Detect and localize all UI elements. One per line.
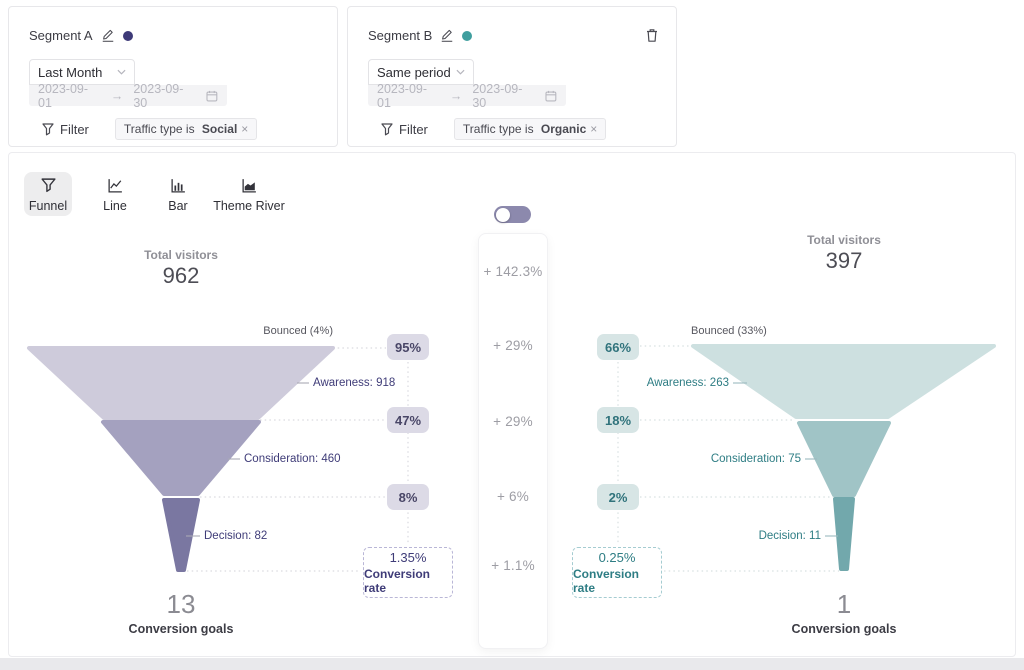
- segment-a-period-value: Last Month: [38, 64, 103, 80]
- tab-funnel[interactable]: Funnel: [24, 172, 72, 216]
- delete-trash-icon[interactable]: [644, 27, 660, 44]
- filter-label: Filter: [399, 121, 428, 137]
- segment-b-date-range[interactable]: 2023-09-01 → 2023-09-30: [368, 82, 566, 110]
- funnel-b-bounced-label: Bounced (33%): [691, 325, 767, 337]
- funnel-a-decision-badge: 8%: [387, 484, 429, 510]
- tab-theme-river[interactable]: Theme River: [207, 177, 291, 215]
- segment-b-color-dot: [462, 30, 473, 41]
- tab-theme-river-label: Theme River: [213, 199, 285, 213]
- funnel-b-total-value: 397: [825, 248, 863, 273]
- page-background-strip: [0, 658, 1024, 670]
- funnel-a-total-value: 962: [162, 263, 200, 288]
- funnel-a-bounced-label: Bounced (4%): [263, 325, 333, 337]
- funnel-b-awareness-badge: 66%: [597, 334, 639, 360]
- chip-remove-icon[interactable]: ×: [590, 122, 598, 136]
- tab-bar[interactable]: Bar: [159, 177, 197, 215]
- segment-a-date-range[interactable]: 2023-09-01 → 2023-09-30: [29, 82, 227, 110]
- filter-funnel-icon: [381, 122, 393, 135]
- funnel-b-conversion-label: Conversion rate: [573, 567, 640, 595]
- funnel-a-conversion-value: 1.35%: [389, 550, 427, 565]
- funnel-b-goals-value: 1: [836, 589, 852, 619]
- filter-label: Filter: [60, 121, 89, 137]
- segment-b-header: Segment B: [368, 28, 473, 43]
- delta-decision: + 6%: [497, 489, 529, 504]
- segment-b-period-value: Same period: [377, 64, 451, 80]
- funnel-b-consideration-badge: 18%: [597, 407, 639, 433]
- date-arrow: →: [110, 88, 124, 103]
- chip-field: Traffic type is: [123, 122, 198, 136]
- funnel-b-awareness-label: Awareness: 263: [646, 377, 729, 389]
- calendar-icon: [206, 90, 218, 101]
- bar-chart-icon: [170, 179, 185, 193]
- tab-bar-label: Bar: [168, 199, 188, 213]
- chip-value: Organic: [540, 122, 587, 136]
- funnel-a-awareness-shape: [27, 346, 335, 420]
- funnel-b-conversion-box: 0.25% Conversion rate: [572, 547, 662, 598]
- funnel-chart-icon: [40, 178, 56, 193]
- funnel-b-consideration-shape: [797, 421, 891, 497]
- segment-a-color-dot: [122, 30, 133, 41]
- date-end: 2023-09-30: [472, 81, 523, 110]
- funnel-b-awareness-shape: [691, 344, 996, 419]
- delta-consideration: + 29%: [493, 414, 533, 429]
- theme-river-chart-icon: [241, 179, 256, 193]
- date-start: 2023-09-01: [38, 81, 89, 110]
- edit-pencil-icon[interactable]: [440, 28, 454, 43]
- segment-a-filter-row: Filter Traffic type is Social ×: [42, 118, 258, 140]
- comparison-toggle[interactable]: [494, 206, 531, 223]
- delta-awareness: + 29%: [493, 338, 533, 353]
- funnel-b-total-label: Total visitors: [807, 233, 881, 247]
- chip-remove-icon[interactable]: ×: [241, 122, 249, 136]
- calendar-icon: [545, 90, 557, 101]
- segment-b-title: Segment B: [368, 28, 433, 43]
- segment-a-period-select[interactable]: Last Month: [29, 59, 135, 85]
- date-start: 2023-09-01: [377, 81, 428, 110]
- funnel-b-conversion-value: 0.25%: [598, 550, 636, 565]
- tab-line-label: Line: [103, 199, 127, 213]
- tab-funnel-label: Funnel: [28, 199, 68, 213]
- funnel-a-consideration-label: Consideration: 460: [244, 453, 341, 465]
- date-end: 2023-09-30: [133, 81, 184, 110]
- funnel-b-decision-badge: 2%: [597, 484, 639, 510]
- funnel-a-awareness-label: Awareness: 918: [313, 377, 396, 389]
- funnel-a-goals-label: Conversion goals: [128, 622, 234, 636]
- chip-value: Social: [201, 122, 238, 136]
- segment-a-title: Segment A: [29, 28, 93, 43]
- funnel-b-decision-shape: [833, 497, 855, 571]
- chip-field: Traffic type is: [462, 122, 537, 136]
- funnel-b-consideration-label: Consideration: 75: [710, 453, 801, 465]
- funnel-a-decision-label: Decision: 82: [204, 530, 268, 542]
- segment-a-header: Segment A: [29, 28, 133, 43]
- segment-b-card: Segment B Same period 2023-09-01 → 2023-…: [347, 6, 677, 147]
- tab-line[interactable]: Line: [95, 177, 135, 215]
- funnel-a-decision-shape: [162, 498, 200, 572]
- funnel-a-consideration-shape: [101, 420, 261, 496]
- line-chart-icon: [107, 179, 122, 193]
- date-arrow: →: [449, 88, 463, 103]
- funnel-a-conversion-box: 1.35% Conversion rate: [363, 547, 453, 598]
- funnel-chart-canvas: [27, 344, 996, 572]
- chevron-down-icon: [117, 69, 126, 75]
- segment-a-filter-chip[interactable]: Traffic type is Social ×: [114, 118, 258, 140]
- funnel-b-goals-label: Conversion goals: [791, 622, 897, 636]
- chart-panel: Funnel Line Bar Theme River: [8, 152, 1016, 657]
- chevron-down-icon: [456, 69, 465, 75]
- segment-a-card: Segment A Last Month 2023-09-01 → 2023-0…: [8, 6, 338, 147]
- segment-b-filter-row: Filter Traffic type is Organic ×: [381, 118, 607, 140]
- edit-pencil-icon[interactable]: [101, 28, 115, 43]
- funnel-a-total-label: Total visitors: [144, 248, 218, 262]
- funnel-a-consideration-badge: 47%: [387, 407, 429, 433]
- funnel-a-conversion-label: Conversion rate: [364, 567, 431, 595]
- delta-total: + 142.3%: [483, 264, 543, 279]
- delta-conversion: + 1.1%: [491, 558, 535, 573]
- filter-funnel-icon: [42, 122, 54, 135]
- segment-b-period-select[interactable]: Same period: [368, 59, 474, 85]
- funnel-a-goals-value: 13: [166, 589, 196, 619]
- toggle-knob: [496, 207, 510, 222]
- comparison-column: [478, 233, 548, 649]
- segment-b-filter-chip[interactable]: Traffic type is Organic ×: [453, 118, 607, 140]
- funnel-b-decision-label: Decision: 11: [758, 530, 821, 542]
- funnel-a-awareness-badge: 95%: [387, 334, 429, 360]
